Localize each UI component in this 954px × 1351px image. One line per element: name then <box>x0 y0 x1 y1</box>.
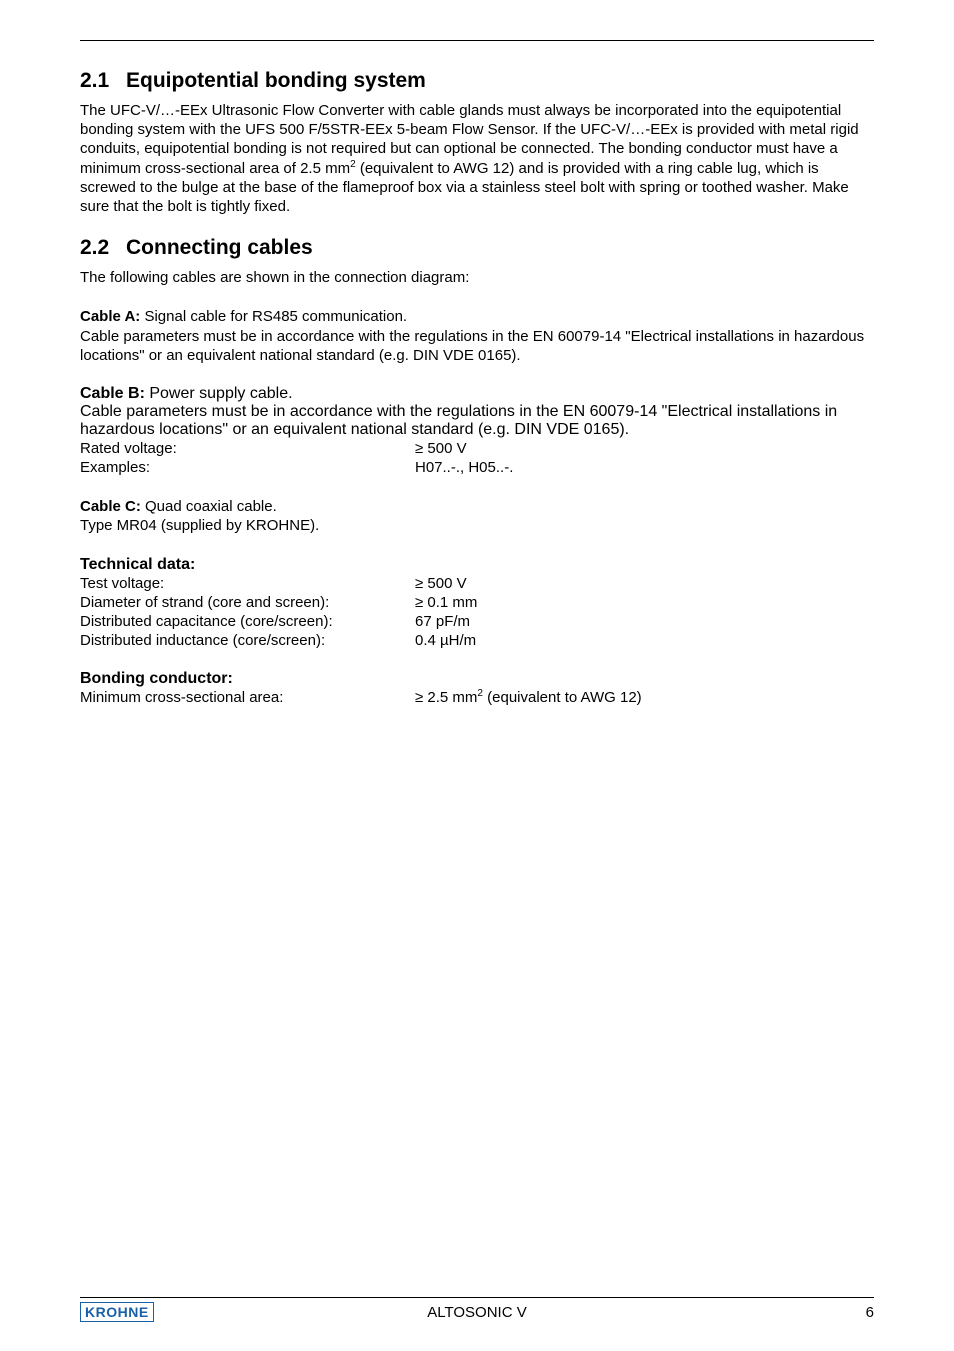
krohne-logo: KROHNE <box>80 1302 154 1322</box>
footer-left: KROHNE <box>80 1304 170 1321</box>
bond-row: Minimum cross-sectional area: ≥ 2.5 mm2 … <box>80 688 874 707</box>
cable-b-rv-val: ≥ 500 V <box>415 439 467 458</box>
cable-b-rv-key: Rated voltage: <box>80 439 415 458</box>
tech-tv-key: Test voltage: <box>80 574 415 593</box>
cable-a-label: Cable A: <box>80 308 140 325</box>
page-container: 2.1Equipotential bonding system The UFC-… <box>0 0 954 1351</box>
footer-row: KROHNE ALTOSONIC V 6 <box>80 1304 874 1321</box>
sec-num-2-1: 2.1 <box>80 69 126 93</box>
tech-dc-val: 67 pF/m <box>415 612 470 631</box>
technical-data-block: Technical data: Test voltage: ≥ 500 V Di… <box>80 556 874 651</box>
cable-b-para: Cable parameters must be in accordance w… <box>80 403 837 438</box>
cable-a-block: Cable A: Signal cable for RS485 communic… <box>80 307 874 365</box>
sec-title-2-2: Connecting cables <box>126 236 313 259</box>
tech-ds-val: ≥ 0.1 mm <box>415 593 477 612</box>
footer: KROHNE ALTOSONIC V 6 <box>80 1297 874 1321</box>
para-2-1: The UFC-V/…-EEx Ultrasonic Flow Converte… <box>80 101 874 216</box>
tech-tv-row: Test voltage: ≥ 500 V <box>80 574 874 593</box>
sec-num-2-2: 2.2 <box>80 236 126 260</box>
cable-c-block: Cable C: Quad coaxial cable. Type MR04 (… <box>80 497 874 535</box>
bond-key: Minimum cross-sectional area: <box>80 688 415 707</box>
bonding-conductor-block: Bonding conductor: Minimum cross-section… <box>80 670 874 707</box>
cable-b-label: Cable B: <box>80 385 145 402</box>
heading-2-2: 2.2Connecting cables <box>80 236 874 260</box>
tech-di-key: Distributed inductance (core/screen): <box>80 631 415 650</box>
cable-b-ex-val: H07..-., H05..-. <box>415 458 513 477</box>
sec-title-2-1: Equipotential bonding system <box>126 69 426 92</box>
cable-b-rated-voltage-row: Rated voltage: ≥ 500 V <box>80 439 874 458</box>
bond-val: ≥ 2.5 mm2 (equivalent to AWG 12) <box>415 688 642 707</box>
tech-dc-row: Distributed capacitance (core/screen): 6… <box>80 612 874 631</box>
intro-2-2: The following cables are shown in the co… <box>80 268 874 287</box>
footer-page-number: 6 <box>784 1304 874 1321</box>
tech-heading: Technical data: <box>80 556 195 573</box>
cable-c-desc: Quad coaxial cable. <box>141 498 277 515</box>
tech-ds-key: Diameter of strand (core and screen): <box>80 593 415 612</box>
tech-di-row: Distributed inductance (core/screen): 0.… <box>80 631 874 650</box>
heading-2-1: 2.1Equipotential bonding system <box>80 69 874 93</box>
bond-val-post: (equivalent to AWG 12) <box>483 689 642 706</box>
tech-dc-key: Distributed capacitance (core/screen): <box>80 612 415 631</box>
cable-c-line2: Type MR04 (supplied by KROHNE). <box>80 517 319 534</box>
cable-a-desc: Signal cable for RS485 communication. <box>140 308 407 325</box>
cable-b-ex-key: Examples: <box>80 458 415 477</box>
cable-b-examples-row: Examples: H07..-., H05..-. <box>80 458 874 477</box>
tech-tv-val: ≥ 500 V <box>415 574 467 593</box>
tech-di-val: 0.4 µH/m <box>415 631 476 650</box>
cable-b-desc: Power supply cable. <box>145 385 293 402</box>
footer-center: ALTOSONIC V <box>170 1304 784 1321</box>
cable-a-para: Cable parameters must be in accordance w… <box>80 328 864 364</box>
top-rule <box>80 40 874 41</box>
tech-ds-row: Diameter of strand (core and screen): ≥ … <box>80 593 874 612</box>
bond-val-pre: ≥ 2.5 mm <box>415 689 477 706</box>
cable-b-block: Cable B: Power supply cable. Cable param… <box>80 385 874 477</box>
cable-c-label: Cable C: <box>80 498 141 515</box>
footer-rule <box>80 1297 874 1298</box>
bond-heading: Bonding conductor: <box>80 670 233 687</box>
